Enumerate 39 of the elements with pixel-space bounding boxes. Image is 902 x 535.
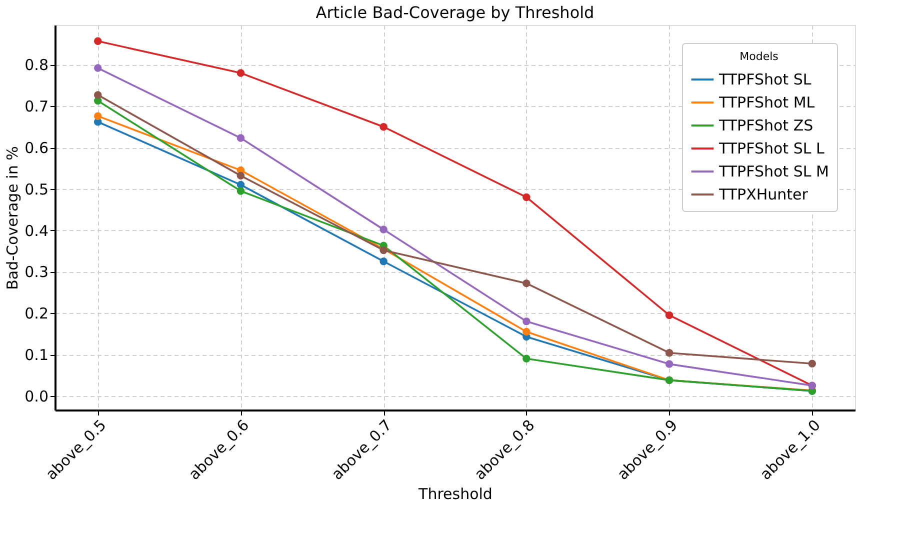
- point: [665, 360, 674, 368]
- x-axis-title: Threshold: [418, 484, 492, 503]
- y-tick-label: 0.1: [24, 346, 48, 364]
- point: [665, 311, 674, 320]
- y-tick-label: 0.4: [24, 222, 48, 240]
- point: [665, 349, 674, 357]
- y-tick-label: 0.6: [24, 139, 48, 158]
- point: [522, 193, 530, 202]
- y-tick-label: 0.2: [24, 304, 48, 323]
- y-tick-label: 0.7: [24, 98, 48, 116]
- legend-label: TTPFShot SL L: [718, 140, 825, 158]
- point: [380, 258, 388, 266]
- y-axis-title: Bad-Coverage in %: [4, 146, 22, 290]
- point: [380, 226, 388, 234]
- legend-label: TTPFShot ML: [718, 94, 816, 112]
- point: [522, 279, 530, 288]
- point: [236, 187, 245, 195]
- legend-label: TTPFShot SL M: [718, 162, 829, 180]
- point: [94, 91, 102, 99]
- point: [236, 69, 245, 77]
- legend-title: Models: [740, 50, 779, 63]
- point: [522, 328, 530, 336]
- point: [808, 360, 816, 368]
- chart-title: Article Bad-Coverage by Threshold: [316, 3, 594, 22]
- point: [94, 37, 102, 46]
- y-tick-label: 0.8: [24, 56, 48, 74]
- y-tick-label: 0.5: [24, 180, 48, 198]
- point: [94, 64, 102, 72]
- point: [522, 354, 530, 363]
- point: [236, 134, 245, 142]
- legend-label: TTPFShot ZS: [718, 116, 814, 134]
- y-tick-label: 0.3: [24, 263, 48, 282]
- point: [94, 112, 102, 120]
- y-tick-label: 0.0: [24, 387, 48, 406]
- point: [236, 172, 245, 180]
- legend-label: TTPXHunter: [718, 186, 809, 204]
- point: [522, 318, 530, 326]
- point: [380, 122, 388, 131]
- legend-label: TTPFShot SL: [718, 70, 812, 88]
